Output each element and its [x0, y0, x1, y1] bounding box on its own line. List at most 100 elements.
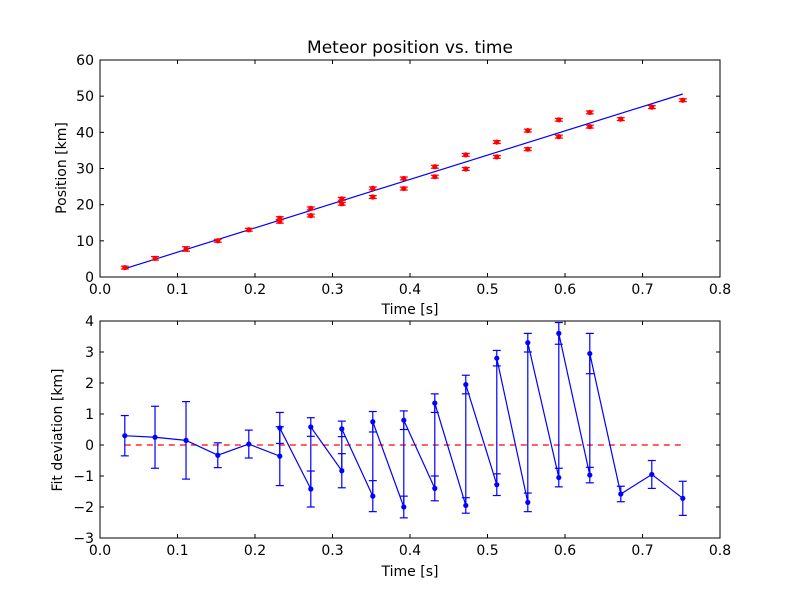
- bottom-data-point: [183, 437, 189, 443]
- bottom-xlabel: Time [s]: [381, 564, 439, 580]
- bottom-data-point: [152, 434, 158, 440]
- bottom-ytick-label: −1: [73, 469, 94, 485]
- top-data-point: [370, 194, 376, 200]
- bottom-data-point: [339, 426, 345, 432]
- bottom-data-point: [494, 482, 500, 488]
- bottom-data-point: [277, 453, 283, 459]
- top-data-point: [525, 127, 531, 134]
- top-data-point: [463, 152, 469, 158]
- top-data-point: [463, 166, 469, 172]
- deviation-line: [124, 333, 684, 508]
- bottom-data-point: [246, 441, 252, 447]
- bottom-ytick-label: 3: [85, 345, 94, 361]
- bottom-data-point: [432, 485, 438, 491]
- top-data-point: [618, 116, 624, 122]
- bottom-xtick-label: 0.0: [89, 543, 111, 559]
- bottom-data-point: [556, 330, 562, 336]
- bottom-xtick-label: 0.5: [476, 543, 498, 559]
- bottom-data-point: [556, 474, 562, 481]
- top-data-point: [183, 246, 189, 252]
- top-data-point: [494, 154, 500, 160]
- top-xtick-label: 0.6: [554, 282, 576, 298]
- bottom-data-point: [494, 355, 500, 361]
- top-data-point: [246, 227, 252, 233]
- bottom-ytick-label: 0: [85, 438, 94, 454]
- bottom-xtick-label: 0.2: [244, 543, 266, 559]
- bottom-ylabel: Fit deviation [km]: [50, 368, 66, 491]
- top-ytick-label: 0: [85, 270, 94, 286]
- top-ylabel: Position [km]: [54, 122, 70, 214]
- bottom-xtick-label: 0.8: [709, 543, 731, 559]
- bottom-ytick-label: 4: [85, 314, 94, 330]
- top-data-point: [556, 117, 562, 123]
- bottom-data-point: [463, 502, 469, 509]
- top-data-point: [215, 238, 221, 244]
- top-ytick-label: 20: [76, 198, 94, 214]
- top-xtick-label: 0.3: [321, 282, 343, 298]
- top-xtick-label: 0.0: [89, 282, 111, 298]
- bottom-data-point: [308, 486, 314, 492]
- top-data-point: [432, 174, 438, 180]
- top-data-point: [308, 212, 314, 219]
- bottom-data-point: [370, 419, 376, 425]
- top-ytick-label: 50: [76, 89, 94, 105]
- chart-title: Meteor position vs. time: [307, 38, 513, 58]
- top-data-point: [401, 185, 407, 192]
- bottom-data-point: [432, 400, 438, 406]
- bottom-data-point: [680, 495, 686, 501]
- top-xtick-label: 0.2: [244, 282, 266, 298]
- bottom-ytick-label: −2: [73, 500, 94, 516]
- top-ytick-label: 30: [76, 162, 94, 178]
- top-data-point: [370, 185, 376, 191]
- top-data-point: [494, 139, 500, 145]
- top-ytick-label: 60: [76, 53, 94, 69]
- bottom-data-point: [463, 381, 469, 388]
- bottom-data-point: [370, 493, 376, 499]
- bottom-data-point: [618, 491, 624, 497]
- top-data-point: [339, 196, 345, 202]
- top-xtick-label: 0.7: [631, 282, 653, 298]
- bottom-data-point: [401, 504, 407, 510]
- top-axes-frame: [99, 59, 721, 278]
- bottom-xtick-label: 0.7: [631, 543, 653, 559]
- bottom-data-point: [525, 499, 531, 505]
- top-data-point: [152, 255, 158, 261]
- bottom-data-point: [215, 452, 221, 458]
- bottom-data-point: [308, 424, 314, 430]
- top-xtick-label: 0.8: [709, 282, 731, 298]
- top-data-point: [339, 201, 345, 207]
- bottom-data-point: [587, 350, 593, 357]
- top-xlabel: Time [s]: [381, 302, 439, 318]
- top-xtick-label: 0.4: [399, 282, 421, 298]
- bottom-data-point: [277, 425, 283, 431]
- top-data-point: [277, 215, 283, 221]
- top-data-point: [308, 205, 314, 211]
- bottom-data-point: [587, 472, 593, 478]
- bottom-data-point: [122, 433, 128, 439]
- bottom-data-point: [339, 468, 345, 474]
- top-ytick-label: 40: [76, 125, 94, 141]
- bottom-data-point: [401, 417, 407, 423]
- bottom-xtick-label: 0.3: [321, 543, 343, 559]
- bottom-xtick-label: 0.1: [166, 543, 188, 559]
- bottom-ytick-label: −3: [73, 531, 94, 547]
- bottom-axes-frame: [99, 320, 721, 539]
- bottom-data-point: [649, 471, 655, 478]
- top-xtick-label: 0.1: [166, 282, 188, 298]
- top-data-point: [122, 264, 128, 271]
- top-data-point: [649, 104, 655, 110]
- top-data-point: [556, 134, 562, 140]
- top-ytick-label: 10: [76, 234, 94, 250]
- top-data-point: [587, 124, 593, 130]
- top-data-point: [680, 97, 686, 103]
- top-data-point: [432, 164, 438, 170]
- top-data-point: [525, 146, 531, 152]
- top-data-point: [401, 175, 407, 182]
- bottom-data-point: [525, 340, 531, 346]
- bottom-ytick-label: 1: [85, 407, 94, 423]
- bottom-xtick-label: 0.4: [399, 543, 421, 559]
- bottom-xtick-label: 0.6: [554, 543, 576, 559]
- bottom-ytick-label: 2: [85, 376, 94, 392]
- fit-line: [124, 93, 683, 270]
